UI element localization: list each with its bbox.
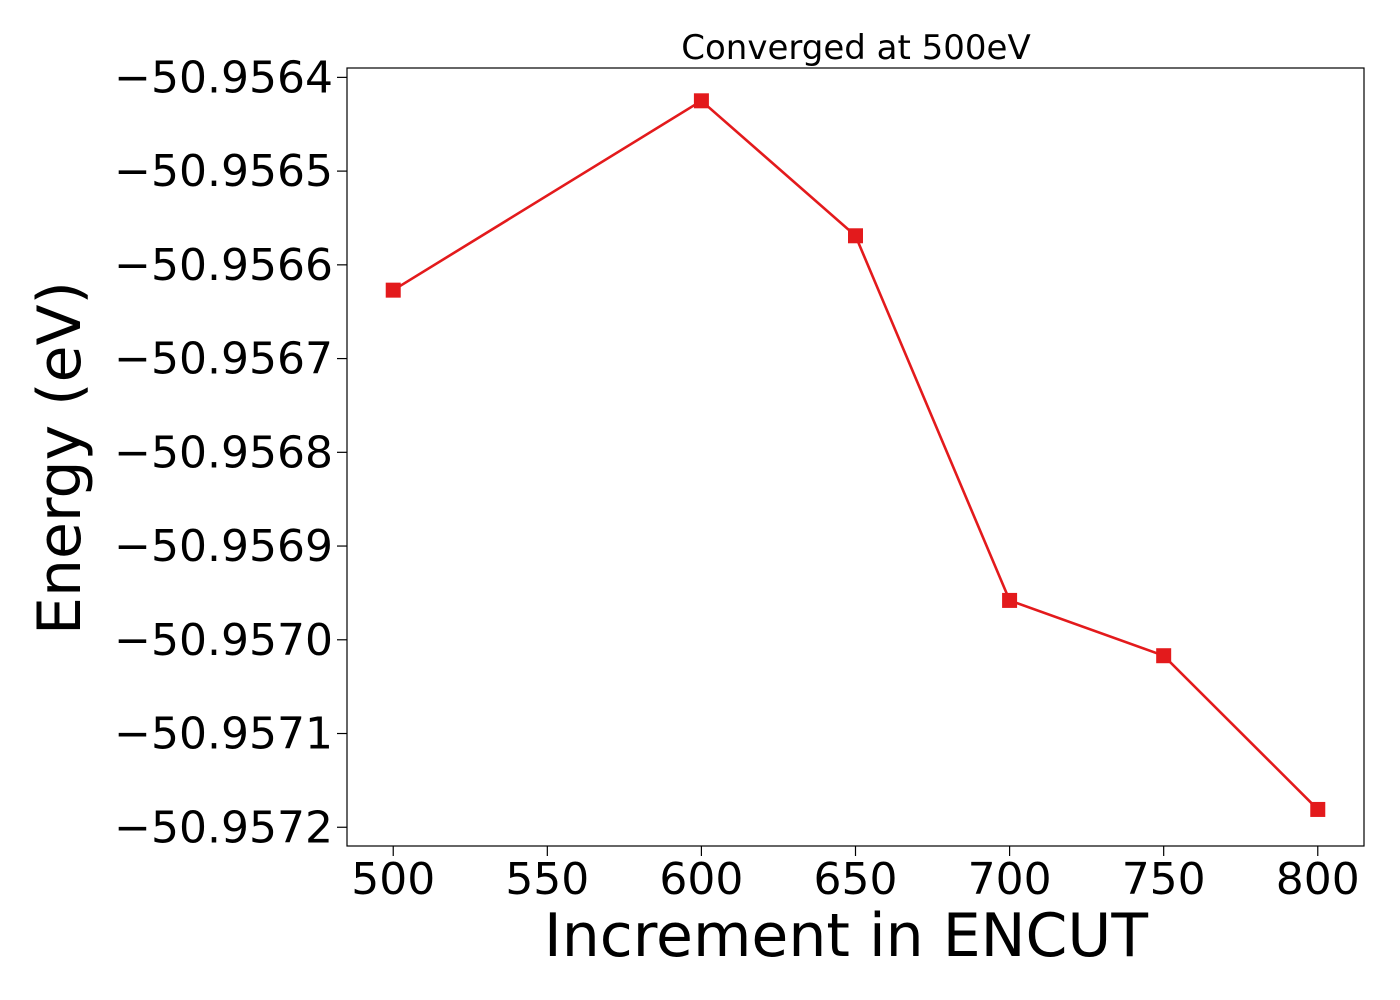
plot-area-frame xyxy=(346,67,1365,847)
y-tick-label: −50.9569 xyxy=(114,521,333,572)
y-tick-label: −50.9571 xyxy=(114,709,333,760)
series-line xyxy=(392,99,1319,811)
x-tick-label: 700 xyxy=(968,854,1052,905)
x-tick-label: 800 xyxy=(1276,854,1360,905)
x-tick-label: 750 xyxy=(1122,854,1206,905)
x-tick-label: 650 xyxy=(814,854,898,905)
x-axis: 500 550 600 650 700 750 800 xyxy=(351,846,1360,905)
x-tick-label: 600 xyxy=(659,854,743,905)
y-tick-label: −50.9565 xyxy=(114,146,333,197)
y-tick-label: −50.9566 xyxy=(114,240,333,291)
data-point xyxy=(1156,648,1172,664)
chart-title: Converged at 500eV xyxy=(681,28,1030,68)
data-point xyxy=(1002,592,1018,608)
y-tick-label: −50.9570 xyxy=(114,615,333,666)
x-axis-label: Increment in ENCUT xyxy=(544,901,1148,971)
data-point xyxy=(1310,801,1326,817)
y-tick-label: −50.9568 xyxy=(114,427,333,478)
x-tick-label: 500 xyxy=(351,854,435,905)
data-point xyxy=(693,93,709,109)
y-tick-label: −50.9567 xyxy=(114,334,333,385)
y-axis: −50.9564 −50.9565 −50.9566 −50.9567 −50.9568… xyxy=(114,52,347,853)
y-tick-label: −50.9572 xyxy=(114,802,333,853)
y-axis-label: Energy (eV) xyxy=(25,281,95,635)
data-point xyxy=(385,282,401,298)
series-layer xyxy=(385,93,1326,817)
y-tick-label: −50.9564 xyxy=(114,52,333,103)
x-tick-label: 550 xyxy=(505,854,589,905)
data-point xyxy=(848,228,863,244)
